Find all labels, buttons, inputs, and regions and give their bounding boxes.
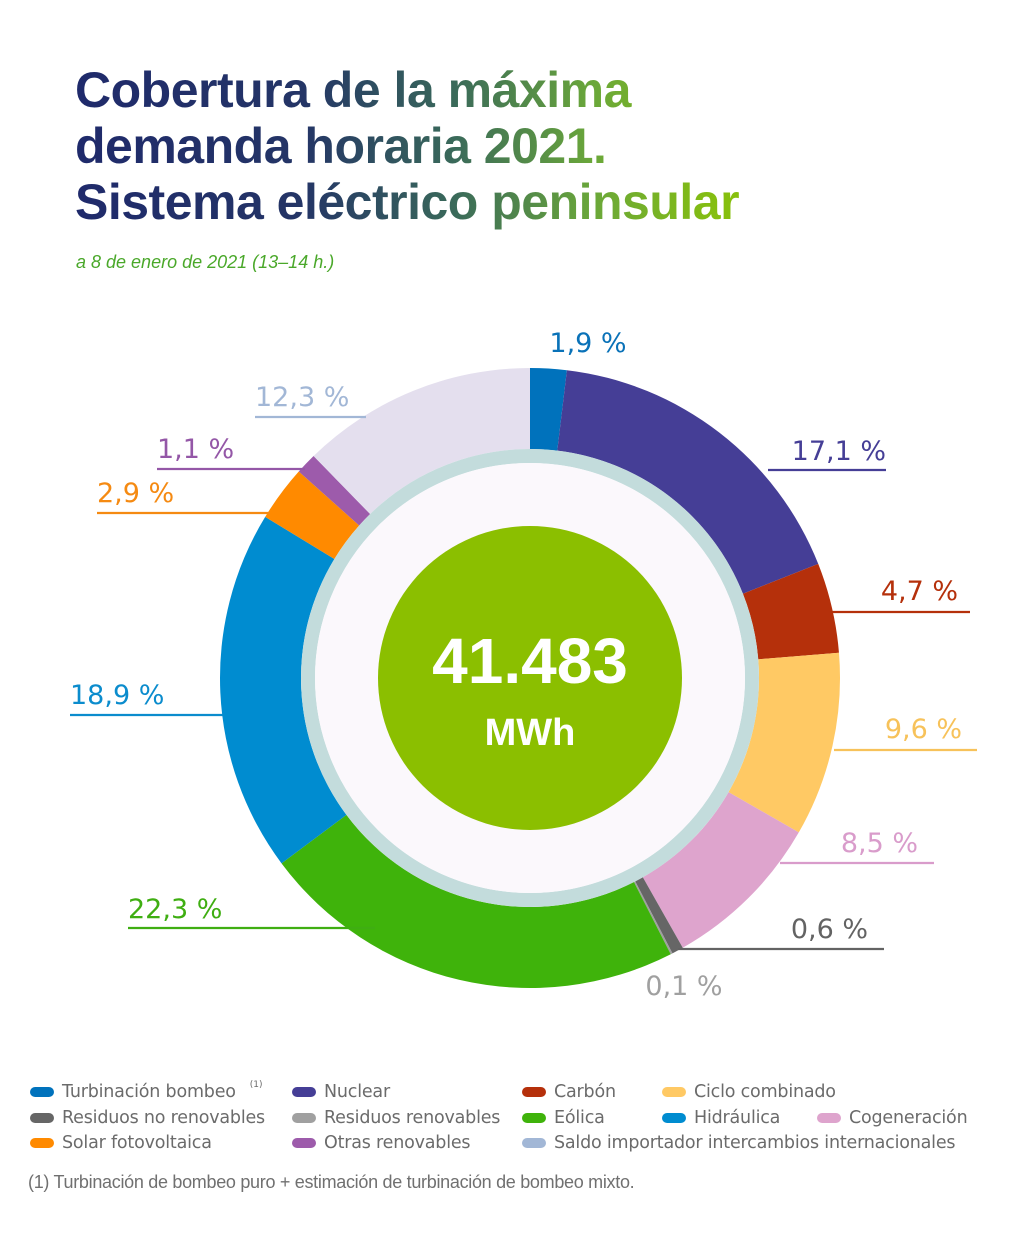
legend-swatch: [662, 1087, 686, 1097]
legend-swatch: [292, 1112, 316, 1123]
legend-item-residuos-renovables: Residuos renovables: [292, 1108, 500, 1128]
data-label-carbon: 4,7 %: [881, 576, 958, 607]
donut-chart: 41.483 MWh 1,9 % 17,1 % 4,7 % 9,6 % 8,5 % 0,6…: [70, 328, 977, 1002]
data-label-residuos-renovables: 0,1 %: [645, 971, 722, 1002]
slice-ciclo-combinado: [728, 652, 840, 833]
data-label-turbinacion-bombeo: 1,9 %: [549, 328, 626, 359]
data-label-ciclo-combinado: 9,6 %: [885, 714, 962, 745]
legend-item-saldo-importador: Saldo importador intercambios internacio…: [522, 1133, 956, 1153]
slice-solar-fotovoltaica: [265, 471, 360, 559]
slice-saldo-importador: [313, 368, 530, 515]
data-label-solar-fotovoltaica: 2,9 %: [97, 478, 174, 509]
legend-label: Saldo importador intercambios internacio…: [554, 1133, 956, 1153]
legend-label: Solar fotovoltaica: [62, 1133, 212, 1153]
center-total-value: 41.483: [432, 625, 628, 697]
legend-label: Nuclear: [324, 1082, 390, 1102]
legend-swatch: [522, 1087, 546, 1097]
legend-swatch: [30, 1087, 54, 1097]
legend-item-turbinacion-bombeo: Turbinación bombeo (1): [30, 1080, 263, 1102]
legend-item-nuclear: Nuclear: [292, 1082, 390, 1102]
legend-label: Residuos renovables: [324, 1107, 501, 1128]
legend-label: Otras renovables: [324, 1133, 471, 1153]
legend-swatch: [292, 1138, 316, 1148]
legend-swatch: [30, 1112, 54, 1123]
slice-cogeneracion: [642, 792, 799, 948]
legend-label: Residuos no renovables: [62, 1107, 265, 1128]
inner-ring: [301, 449, 759, 907]
donut-slices: [219, 368, 840, 988]
data-label-eolica: 22,3 %: [128, 894, 222, 925]
legend-row: Residuos no renovables Residuos renovabl…: [30, 1108, 1020, 1134]
footnote: (1) Turbinación de bombeo puro + estimac…: [28, 1172, 635, 1192]
legend-item-solar-fotovoltaica: Solar fotovoltaica: [30, 1133, 212, 1153]
legend-label: Cogeneración: [849, 1107, 968, 1128]
data-label-otras-renovables: 1,1 %: [157, 434, 234, 465]
legend-label: Carbón: [554, 1082, 616, 1102]
legend: Turbinación bombeo (1) Nuclear Carbón Ci…: [30, 1080, 1020, 1159]
legend-item-otras-renovables: Otras renovables: [292, 1133, 471, 1153]
center-total-circle: [378, 526, 682, 830]
center-total-unit: MWh: [485, 712, 576, 754]
slice-callouts: 1,9 % 17,1 % 4,7 % 9,6 % 8,5 % 0,6 % 0,1 % 22,3…: [70, 328, 977, 1002]
legend-swatch: [662, 1112, 686, 1123]
legend-item-hidraulica: Hidráulica: [662, 1108, 780, 1128]
chart-subtitle: a 8 de enero de 2021 (13–14 h.): [76, 252, 335, 272]
legend-swatch: [522, 1112, 546, 1123]
slice-otras-renovables: [298, 456, 371, 526]
data-label-hidraulica: 18,9 %: [70, 680, 164, 711]
slice-residuos-no-renovables: [635, 877, 683, 954]
legend-swatch: [522, 1138, 546, 1148]
legend-swatch: [30, 1138, 54, 1148]
legend-item-residuos-no-renovables: Residuos no renovables: [30, 1108, 265, 1128]
slice-eolica: [281, 814, 671, 988]
legend-label: Eólica: [554, 1107, 605, 1128]
slice-nuclear: [557, 370, 819, 594]
legend-swatch: [817, 1112, 841, 1123]
legend-row: Turbinación bombeo (1) Nuclear Carbón Ci…: [30, 1080, 1020, 1108]
data-label-cogeneracion: 8,5 %: [841, 828, 918, 859]
data-label-saldo-importador: 12,3 %: [255, 382, 349, 413]
slice-turbinacion-bombeo: [530, 368, 567, 451]
legend-item-eolica: Eólica: [522, 1108, 605, 1128]
data-label-nuclear: 17,1 %: [792, 436, 886, 467]
legend-label: Turbinación bombeo: [62, 1082, 236, 1102]
legend-label: Hidráulica: [694, 1107, 781, 1128]
legend-item-ciclo-combinado: Ciclo combinado: [662, 1082, 836, 1102]
legend-row: Solar fotovoltaica Otras renovables Sald…: [30, 1133, 1020, 1159]
data-label-residuos-no-renovables: 0,6 %: [791, 914, 868, 945]
slice-residuos-renovables: [633, 881, 673, 955]
legend-swatch: [292, 1087, 316, 1097]
legend-item-cogeneracion: Cogeneración: [817, 1107, 968, 1128]
slice-hidraulica: [219, 516, 347, 864]
legend-item-carbon: Carbón: [522, 1082, 616, 1102]
legend-footnote-marker: (1): [249, 1080, 263, 1090]
legend-label: Ciclo combinado: [694, 1082, 836, 1102]
slice-carbon: [742, 563, 839, 660]
